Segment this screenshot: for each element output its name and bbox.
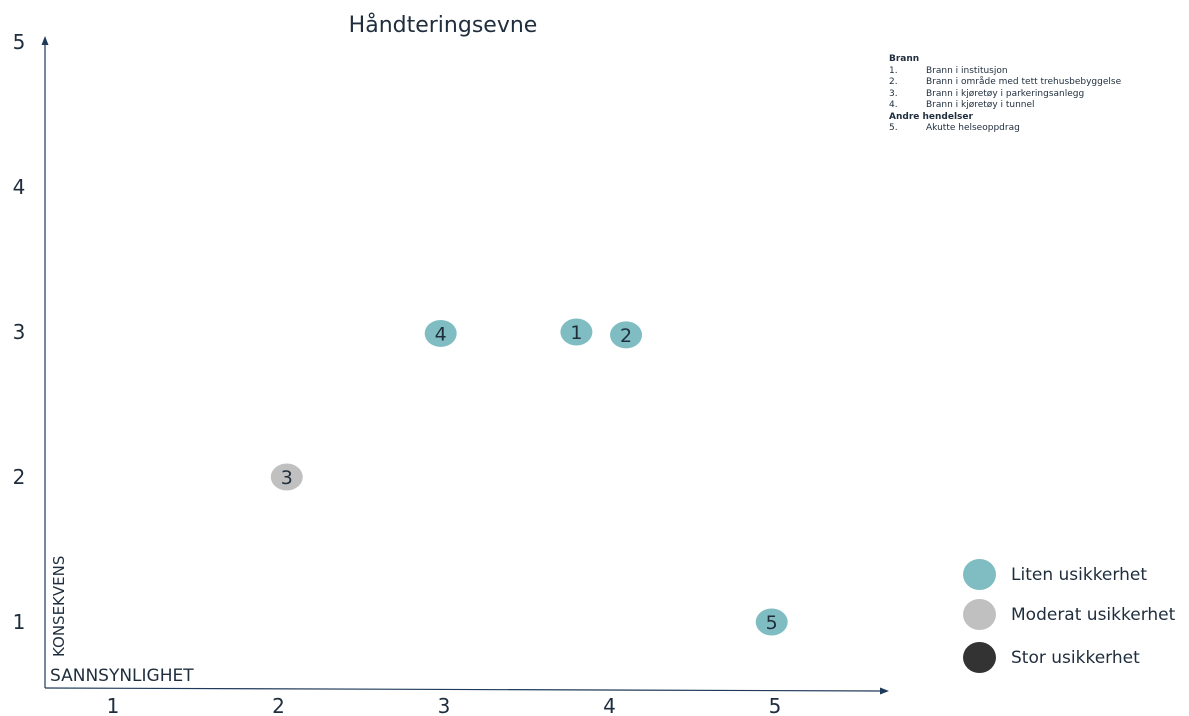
uncertainty-legend-item-liten: Liten usikkerhet bbox=[963, 559, 1147, 590]
x-axis-label: SANNSYNLIGHET bbox=[50, 666, 194, 686]
x-tick-label: 4 bbox=[603, 694, 616, 716]
events-legend-group-title: Andre hendelser bbox=[889, 111, 973, 122]
data-point-marker bbox=[610, 321, 643, 349]
events-legend-item-number: 4. bbox=[889, 100, 898, 110]
events-legend-group-title: Brann bbox=[889, 54, 920, 64]
events-legend-item: 3. Brann i kjøretøy i parkeringsanlegg bbox=[889, 89, 1121, 101]
data-point-marker bbox=[755, 608, 788, 636]
x-tick-label: 5 bbox=[769, 694, 782, 716]
events-legend-item-text: Brann i område med tett trehusbebyggelse bbox=[926, 77, 1122, 87]
x-tick-label: 3 bbox=[438, 694, 451, 716]
data-point-label: 3 bbox=[281, 467, 293, 489]
uncertainty-label: Moderat usikkerhet bbox=[1011, 604, 1176, 625]
data-point-1: 1 bbox=[560, 318, 593, 346]
x-axis-line bbox=[44, 687, 883, 692]
events-legend-item-number: 1. bbox=[889, 65, 898, 76]
uncertainty-swatch bbox=[963, 599, 996, 630]
data-point-marker bbox=[424, 319, 457, 347]
data-point-label: 5 bbox=[766, 612, 778, 634]
chart-title: Håndteringsevne bbox=[349, 12, 538, 38]
data-point-marker bbox=[560, 318, 593, 346]
x-tick-label: 2 bbox=[272, 694, 285, 716]
y-axis-arrow bbox=[41, 36, 49, 45]
events-legend-item-number: 2. bbox=[889, 77, 898, 87]
uncertainty-label: Liten usikkerhet bbox=[1011, 564, 1147, 585]
y-tick-labels: 1 2 3 4 5 bbox=[13, 30, 26, 634]
data-point-2: 2 bbox=[610, 321, 643, 349]
data-point-3: 3 bbox=[270, 463, 303, 491]
events-legend-item-text: Brann i institusjon bbox=[926, 65, 1008, 76]
data-point-marker bbox=[270, 463, 303, 491]
y-axis-label: KONSEKVENS bbox=[50, 556, 68, 657]
data-point-label: 4 bbox=[435, 323, 447, 345]
events-legend: Brann 1. Brann i institusjon 2. Brann i områ… bbox=[889, 54, 1121, 135]
events-legend-item: 1. Brann i institusjon bbox=[889, 66, 1121, 78]
uncertainty-swatch bbox=[963, 559, 996, 590]
data-points: 1 2 3 4 5 bbox=[270, 318, 788, 636]
events-legend-item: 5. Akutte helseoppdrag bbox=[889, 123, 1121, 135]
x-tick-label: 1 bbox=[107, 694, 120, 716]
data-point-5: 5 bbox=[755, 608, 788, 636]
y-tick-label: 4 bbox=[13, 175, 26, 199]
uncertainty-label: Stor usikkerhet bbox=[1011, 647, 1140, 668]
data-point-label: 2 bbox=[620, 325, 632, 347]
y-tick-label: 5 bbox=[13, 30, 26, 54]
events-legend-item-text: Brann i kjøretøy i parkeringsanlegg bbox=[926, 88, 1085, 99]
y-tick-label: 3 bbox=[13, 320, 26, 344]
events-legend-item-text: Akutte helseoppdrag bbox=[926, 123, 1020, 133]
events-legend-item: 2. Brann i område med tett trehusbebyggel… bbox=[889, 77, 1121, 89]
events-legend-item-number: 3. bbox=[889, 88, 898, 99]
y-tick-label: 2 bbox=[13, 465, 26, 489]
events-legend-item-text: Brann i kjøretøy i tunnel bbox=[926, 100, 1035, 110]
events-legend-item: 4. Brann i kjøretøy i tunnel bbox=[889, 100, 1121, 112]
uncertainty-swatch bbox=[963, 642, 996, 673]
x-tick-labels: 1 2 3 4 5 bbox=[107, 694, 782, 716]
uncertainty-legend-item-moderat: Moderat usikkerhet bbox=[963, 599, 1175, 630]
uncertainty-legend-item-stor: Stor usikkerhet bbox=[963, 642, 1140, 673]
data-point-4: 4 bbox=[424, 319, 457, 347]
x-axis-arrow bbox=[880, 687, 889, 695]
events-legend-item-number: 5. bbox=[889, 123, 898, 133]
data-point-label: 1 bbox=[570, 322, 582, 344]
y-tick-label: 1 bbox=[13, 610, 26, 634]
